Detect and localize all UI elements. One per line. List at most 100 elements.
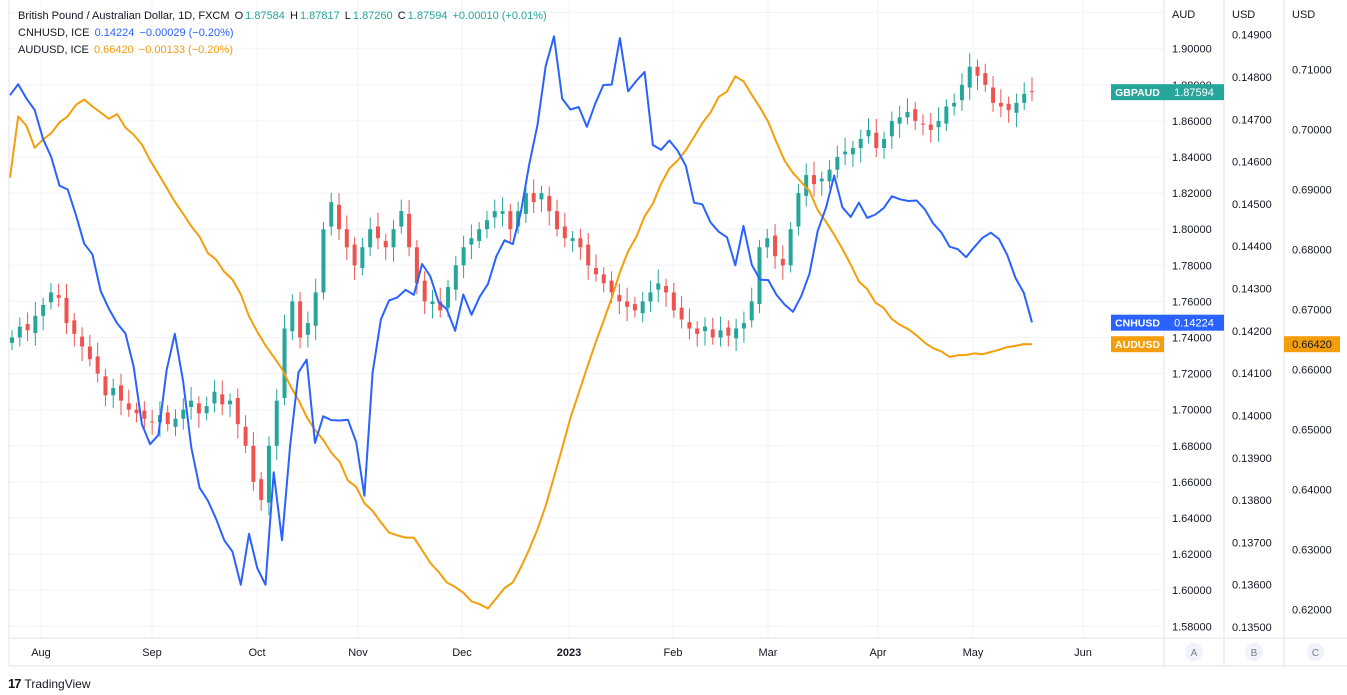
audusd-badge-value: 0.66420 [1292, 339, 1332, 351]
candle-body-129 [1014, 102, 1019, 113]
candle-body-46 [368, 229, 373, 248]
candle-69 [547, 186, 552, 226]
axis-A-tick-1: 1.90000 [1172, 44, 1212, 56]
candle-body-68 [539, 193, 544, 200]
candle-body-70 [555, 211, 560, 230]
candle-75 [593, 254, 598, 282]
candle-body-31 [251, 445, 256, 482]
candle-body-91 [718, 330, 723, 338]
legend-aud-name: AUDUSD, ICE [18, 44, 89, 56]
candle-body-78 [617, 295, 622, 302]
axis-A-tick-7: 1.78000 [1172, 260, 1212, 272]
candle-44 [352, 237, 357, 280]
candle-body-36 [290, 301, 295, 332]
candle-body-117 [920, 123, 925, 125]
candle-body-58 [461, 247, 466, 266]
candle-73 [578, 228, 583, 260]
legend-close: 1.87594 [407, 10, 448, 22]
candle-body-5 [48, 292, 53, 303]
candle-50 [399, 199, 404, 234]
legend-main[interactable]: British Pound / Australian Dollar, 1D, F… [18, 8, 549, 25]
candle-9 [80, 327, 85, 361]
candle-body-85 [671, 292, 676, 311]
candle-body-57 [453, 265, 458, 290]
legend-high: 1.87817 [299, 10, 340, 22]
legend-aud[interactable]: AUDUSD, ICE 0.66420 −0.00133 (−0.20%) [18, 42, 549, 59]
legend-cnh[interactable]: CNHUSD, ICE 0.14224 −0.00029 (−0.20%) [18, 25, 549, 42]
candle-91 [718, 316, 723, 347]
candle-body-43 [344, 229, 349, 248]
candle-body-32 [259, 479, 264, 500]
x-label-May: May [963, 647, 984, 659]
candle-body-29 [235, 397, 240, 425]
candle-65 [516, 201, 521, 234]
candle-127 [998, 89, 1003, 118]
candle-body-131 [1030, 91, 1034, 93]
audusd-badge: AUDUSD 0.66420 [1111, 336, 1340, 353]
candle-0 [10, 330, 14, 351]
candle-body-15 [126, 403, 131, 410]
candle-body-65 [516, 211, 521, 227]
x-label-Aug: Aug [31, 647, 51, 659]
axis-A-tick-14: 1.64000 [1172, 513, 1212, 525]
candle-35 [282, 314, 287, 406]
candle-13 [111, 378, 116, 408]
axis-B-tick-5: 0.14400 [1232, 241, 1272, 253]
candle-41 [329, 192, 334, 236]
candle-body-22 [181, 409, 186, 419]
candle-25 [204, 396, 209, 421]
candle-120 [944, 99, 949, 131]
candle-body-8 [72, 320, 77, 334]
candle-1 [17, 317, 22, 347]
candle-body-111 [874, 132, 879, 148]
candle-body-98 [773, 235, 778, 257]
axis-C-tick-7: 0.65000 [1292, 424, 1332, 436]
cnhusd-line [9, 35, 1033, 586]
candle-131 [1030, 77, 1034, 102]
candle-130 [1022, 82, 1027, 111]
candle-28 [228, 393, 233, 417]
candle-body-84 [664, 286, 669, 293]
candle-129 [1014, 93, 1019, 128]
gbpaud-badge-label: GBPAUD [1115, 87, 1160, 99]
axis-A-tick-10: 1.72000 [1172, 369, 1212, 381]
tradingview-footer[interactable]: 17 TradingView [8, 676, 91, 691]
candle-101 [796, 183, 801, 236]
candle-body-10 [87, 346, 92, 360]
candle-body-53 [422, 280, 427, 302]
candle-45 [360, 237, 365, 276]
candle-body-106 [835, 157, 840, 170]
candle-83 [656, 269, 661, 303]
legend-main-name: British Pound / Australian Dollar, 1D, F… [18, 10, 230, 22]
candle-body-20 [165, 412, 170, 425]
cnhusd-badge: CNHUSD 0.14224 [1111, 314, 1224, 331]
x-label-Oct: Oct [248, 647, 265, 659]
axis-A-tick-6: 1.80000 [1172, 224, 1212, 236]
candle-body-125 [983, 73, 988, 85]
candle-body-35 [282, 328, 287, 398]
candle-88 [695, 321, 700, 347]
candle-112 [882, 131, 887, 159]
candle-body-12 [103, 376, 108, 396]
candle-49 [391, 219, 396, 262]
candle-24 [196, 396, 201, 428]
candle-body-17 [142, 410, 147, 419]
candle-body-118 [928, 124, 933, 130]
legend-cnh-change: −0.00029 (−0.20%) [139, 27, 234, 39]
axis-B-tick-7: 0.14200 [1232, 326, 1272, 338]
candle-body-11 [95, 356, 100, 374]
candle-body-47 [375, 226, 380, 239]
gbpaud-badge: GBPAUD 1.87594 [1111, 84, 1224, 101]
candle-26 [212, 380, 217, 413]
axis-C-tick-3: 0.69000 [1292, 184, 1332, 196]
legend-aud-change: −0.00133 (−0.20%) [138, 44, 233, 56]
candle-body-89 [702, 326, 707, 332]
candle-4 [41, 297, 46, 331]
candle-100 [788, 221, 793, 273]
candle-body-124 [975, 66, 980, 76]
x-label-Sep: Sep [142, 647, 162, 659]
candle-body-103 [811, 175, 816, 185]
candle-body-27 [220, 394, 225, 405]
candle-62 [492, 199, 497, 229]
